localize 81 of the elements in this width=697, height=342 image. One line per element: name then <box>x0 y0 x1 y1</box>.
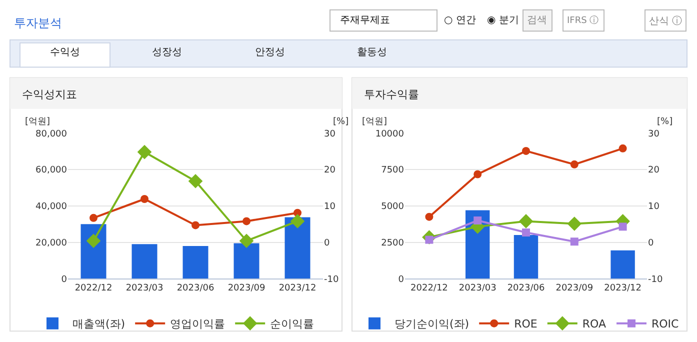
y-tick-label: 60,000 <box>36 166 68 176</box>
point <box>567 216 582 231</box>
y-tick-label: 0 <box>398 274 404 285</box>
legend-label: 영업이익률 <box>170 318 226 331</box>
text: 산식 ⓘ <box>649 15 682 27</box>
y-axis-title: [억원] <box>362 117 388 127</box>
text: 주재무제표 <box>340 15 390 26</box>
y2-tick-label: 0 <box>648 238 654 248</box>
legend-label: ROIC <box>652 318 680 331</box>
y-axis-title: [억원] <box>25 117 50 127</box>
bar <box>514 235 538 279</box>
y2-tick-label: 10 <box>648 202 660 212</box>
point <box>90 214 98 222</box>
y2-tick-label: 0 <box>324 238 330 248</box>
point <box>140 195 148 203</box>
bar <box>284 217 310 279</box>
point <box>522 146 530 155</box>
y-tick-label: 7500 <box>381 166 404 176</box>
point <box>242 217 250 226</box>
x-tick-label: 2023/06 <box>176 284 214 294</box>
y-tick-label: 80,000 <box>36 129 68 140</box>
y2-tick-label: 20 <box>324 166 336 176</box>
bar <box>80 224 106 279</box>
y-tick-label: 2500 <box>381 238 404 248</box>
y2-tick-label: 20 <box>648 166 660 176</box>
bar <box>182 246 208 279</box>
y-tick-label: 0 <box>61 274 68 285</box>
point <box>618 222 627 231</box>
x-tick-label: 2022/12 <box>74 284 112 294</box>
text: ○ 연간 <box>444 15 476 26</box>
y2-tick-label: 30 <box>324 129 336 140</box>
point <box>474 216 482 224</box>
point <box>290 214 305 228</box>
text: 안정성 <box>255 47 285 58</box>
bar <box>234 243 260 279</box>
bar <box>132 244 158 279</box>
x-tick-label: 2023/12 <box>604 284 642 294</box>
point <box>239 234 254 248</box>
point <box>86 234 101 248</box>
x-tick-label: 2023/03 <box>458 284 496 294</box>
y-tick-label: 40,000 <box>36 202 68 212</box>
y2-axis-title: [%] <box>333 117 349 127</box>
point <box>137 144 152 160</box>
bar <box>610 250 635 279</box>
point <box>474 170 482 178</box>
legend-label: 순이익률 <box>270 318 314 331</box>
text: 투자분석 <box>14 16 62 30</box>
legend-label: ROE <box>514 318 538 331</box>
y-tick-label: 10000 <box>375 129 404 140</box>
legend-label: 매출액(좌) <box>72 318 126 331</box>
text: IFRS ⓘ <box>567 15 599 26</box>
chart-title: 투자수익률 <box>364 88 419 101</box>
point <box>425 212 434 221</box>
x-tick-label: 2023/09 <box>556 284 594 294</box>
x-tick-label: 2022/12 <box>410 284 448 294</box>
legend-label: 당기순이익(좌) <box>394 318 470 331</box>
y2-tick-label: -10 <box>324 274 339 285</box>
x-tick-label: 2023/03 <box>126 284 164 294</box>
point <box>188 174 203 188</box>
y2-axis-title: [%] <box>657 117 673 127</box>
text: 수익성 <box>50 47 80 58</box>
text: 활동성 <box>357 47 387 58</box>
text: 검색 <box>527 15 547 26</box>
y2-tick-label: 10 <box>324 202 336 212</box>
x-tick-label: 2023/12 <box>278 284 316 294</box>
point <box>570 160 578 168</box>
text: 성장성 <box>152 47 182 58</box>
text: ◉ 분기 <box>487 15 519 26</box>
y2-tick-label: 30 <box>648 129 660 140</box>
point <box>522 228 530 236</box>
chart-title: 수익성지표 <box>22 88 77 101</box>
legend-label: ROA <box>582 318 606 331</box>
point <box>518 214 534 228</box>
y2-tick-label: -10 <box>648 274 663 285</box>
x-tick-label: 2023/09 <box>228 284 266 294</box>
point <box>192 221 200 230</box>
y-tick-label: 5000 <box>381 202 404 212</box>
y-tick-label: 20,000 <box>36 238 68 248</box>
point <box>570 238 578 246</box>
point <box>618 144 627 152</box>
x-tick-label: 2023/06 <box>507 284 545 294</box>
